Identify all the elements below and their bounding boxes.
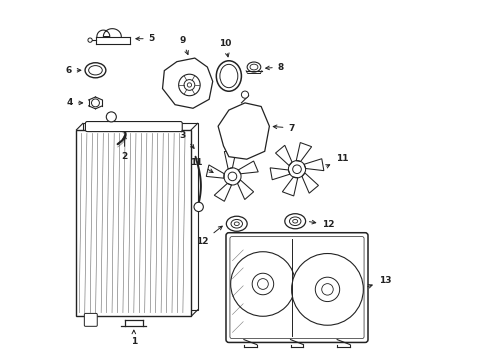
Ellipse shape (89, 66, 102, 75)
Text: 11: 11 (326, 154, 348, 168)
Text: 1: 1 (131, 330, 137, 346)
Text: 12: 12 (309, 220, 335, 229)
Text: 9: 9 (179, 36, 188, 54)
Circle shape (231, 252, 295, 316)
Text: 5: 5 (136, 34, 155, 43)
Ellipse shape (290, 217, 301, 226)
Circle shape (258, 279, 269, 289)
Ellipse shape (293, 220, 298, 223)
Circle shape (315, 277, 340, 302)
Polygon shape (218, 103, 270, 159)
Circle shape (292, 253, 364, 325)
Circle shape (92, 99, 99, 107)
Bar (83, 123, 197, 310)
Circle shape (242, 91, 248, 98)
Ellipse shape (234, 222, 239, 226)
Circle shape (184, 80, 195, 90)
Text: 3: 3 (180, 131, 194, 148)
Text: 13: 13 (368, 276, 391, 288)
Ellipse shape (85, 63, 106, 78)
Circle shape (293, 165, 301, 174)
Polygon shape (163, 58, 213, 108)
Ellipse shape (231, 220, 243, 228)
Text: 12: 12 (196, 226, 222, 246)
Circle shape (187, 83, 192, 87)
Ellipse shape (285, 214, 306, 229)
Ellipse shape (247, 62, 261, 72)
FancyBboxPatch shape (84, 314, 97, 326)
Text: 11: 11 (190, 158, 213, 172)
Circle shape (106, 112, 116, 122)
Text: 8: 8 (266, 63, 284, 72)
FancyBboxPatch shape (85, 122, 182, 132)
Text: 2: 2 (122, 135, 128, 161)
Circle shape (322, 284, 333, 295)
Ellipse shape (220, 64, 238, 87)
Circle shape (179, 74, 200, 96)
FancyBboxPatch shape (226, 233, 368, 342)
Circle shape (252, 273, 274, 295)
Bar (76, 130, 191, 316)
Circle shape (228, 172, 237, 181)
Ellipse shape (216, 61, 242, 91)
Circle shape (88, 38, 92, 42)
Ellipse shape (226, 216, 247, 231)
Text: 7: 7 (273, 123, 295, 132)
Text: 6: 6 (66, 66, 81, 75)
Text: 10: 10 (219, 39, 231, 57)
Text: 4: 4 (67, 98, 83, 107)
Ellipse shape (250, 64, 258, 70)
Circle shape (194, 202, 203, 212)
